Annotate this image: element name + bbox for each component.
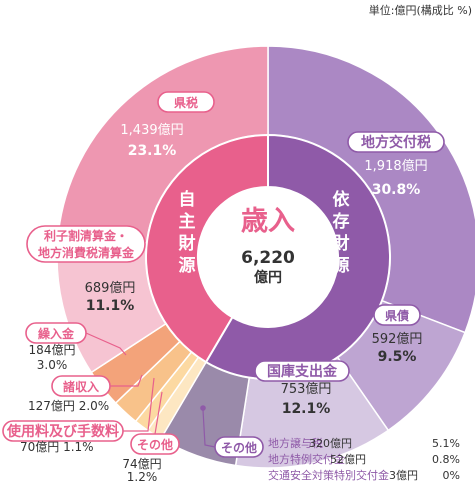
slice-name-box (373, 304, 421, 326)
slice-name: 使用料及び手数料 (6, 423, 119, 440)
slice-value: 70億円 1.1% (20, 440, 94, 454)
slice-pct: 3.0% (37, 358, 68, 372)
leader-dot (200, 405, 206, 411)
center-circle (198, 187, 338, 327)
leader-line (110, 374, 143, 387)
slice-value: 592億円 (372, 331, 423, 347)
slice-name: 国庫支出金 (267, 363, 338, 380)
group-label-char: 依 (333, 189, 351, 210)
slice-value: 127億円 2.0% (28, 399, 109, 413)
other-item-pct: 0.8% (432, 453, 460, 466)
slice-pct: 9.5% (378, 349, 417, 365)
leader-line (202, 409, 216, 448)
other-item-name: 交通安全対策特別交付金 (268, 468, 389, 482)
slice-pct: 23.1% (128, 143, 177, 159)
slice-name-box (347, 131, 445, 153)
other-item-value: 3億円 (389, 469, 418, 482)
total-label: 歳入 (241, 206, 295, 237)
slice-name-box (157, 91, 215, 113)
slice-name: 地方消費税清算金 (38, 245, 135, 260)
slice-name: 県債 (385, 308, 409, 323)
group-label-char: 財 (178, 233, 196, 254)
slice-pct: 30.8% (372, 182, 421, 198)
slice-pct: 11.1% (86, 298, 135, 314)
group-label-char: 主 (179, 211, 196, 232)
group-label-char: 存 (333, 211, 350, 232)
slice-name: 諸収入 (63, 379, 99, 394)
slice-name: その他 (137, 437, 173, 452)
slice-name: 県税 (174, 95, 198, 110)
other-item-pct: 5.1% (432, 437, 460, 450)
slice-value: 689億円 (85, 280, 136, 296)
slice-name: 地方交付税 (361, 134, 431, 151)
total-unit: 億円 (254, 269, 282, 286)
slice-value: 753億円 (281, 381, 332, 397)
slice-value: 74億円 (122, 457, 161, 471)
slice-value: 184億円 (29, 343, 76, 357)
slice-value: 1,918億円 (364, 158, 427, 174)
slice-name-box (26, 225, 146, 263)
other-item-value: 320億円 (309, 437, 352, 450)
slice-name-box (254, 360, 350, 382)
other-item-name: 地方譲与税 (268, 436, 323, 450)
slice-name: 繰入金 (38, 326, 75, 341)
leader-line (123, 377, 155, 432)
group-label-char: 自 (179, 189, 196, 210)
slice-value: 1,439億円 (120, 122, 183, 138)
slice-name: その他 (221, 440, 257, 455)
group-label-char: 源 (179, 255, 196, 276)
leader-line (85, 332, 127, 356)
slice-pct: 1.2% (127, 470, 158, 484)
total-value: 6,220 (241, 248, 295, 268)
other-item-value: 52億円 (330, 453, 366, 466)
slice-name: 利子割清算金・ (44, 228, 128, 243)
slice-labels: 地方交付税県債国庫支出金その他その他使用料及び手数料諸収入繰入金利子割清算金・地… (2, 91, 460, 484)
other-item-name: 地方特例交付金 (268, 452, 345, 466)
leader-line (154, 391, 163, 435)
slice-pct: 12.1% (282, 401, 331, 417)
other-item-pct: 0% (443, 469, 460, 482)
unit-note: 単位:億円(構成比 %) (369, 3, 472, 17)
